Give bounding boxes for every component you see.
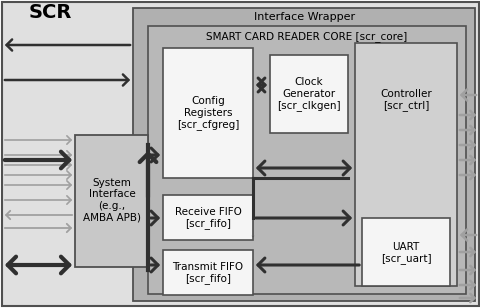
Text: SCR: SCR (28, 3, 72, 22)
Bar (269, 55, 347, 133)
Text: Config
Registers
[scr_cfgreg]: Config Registers [scr_cfgreg] (177, 96, 239, 130)
Bar (163, 250, 252, 295)
Text: UART
[scr_uart]: UART [scr_uart] (380, 242, 431, 264)
Text: Clock
Generator
[scr_clkgen]: Clock Generator [scr_clkgen] (276, 77, 340, 111)
Bar (75, 135, 148, 267)
Bar (148, 26, 465, 294)
Bar (361, 218, 449, 286)
Bar (354, 43, 456, 286)
Text: System
Interface
(e.g.,
AMBA APB): System Interface (e.g., AMBA APB) (83, 178, 141, 222)
Text: Receive FIFO
[scr_fifo]: Receive FIFO [scr_fifo] (174, 207, 241, 229)
Bar (163, 195, 252, 240)
Bar (163, 48, 252, 178)
Text: Interface Wrapper: Interface Wrapper (254, 12, 355, 22)
Text: Controller
[scr_ctrl]: Controller [scr_ctrl] (379, 89, 431, 111)
Bar (133, 8, 474, 301)
Text: SMART CARD READER CORE [scr_core]: SMART CARD READER CORE [scr_core] (206, 31, 407, 43)
Text: Transmit FIFO
[scr_fifo]: Transmit FIFO [scr_fifo] (172, 262, 243, 284)
